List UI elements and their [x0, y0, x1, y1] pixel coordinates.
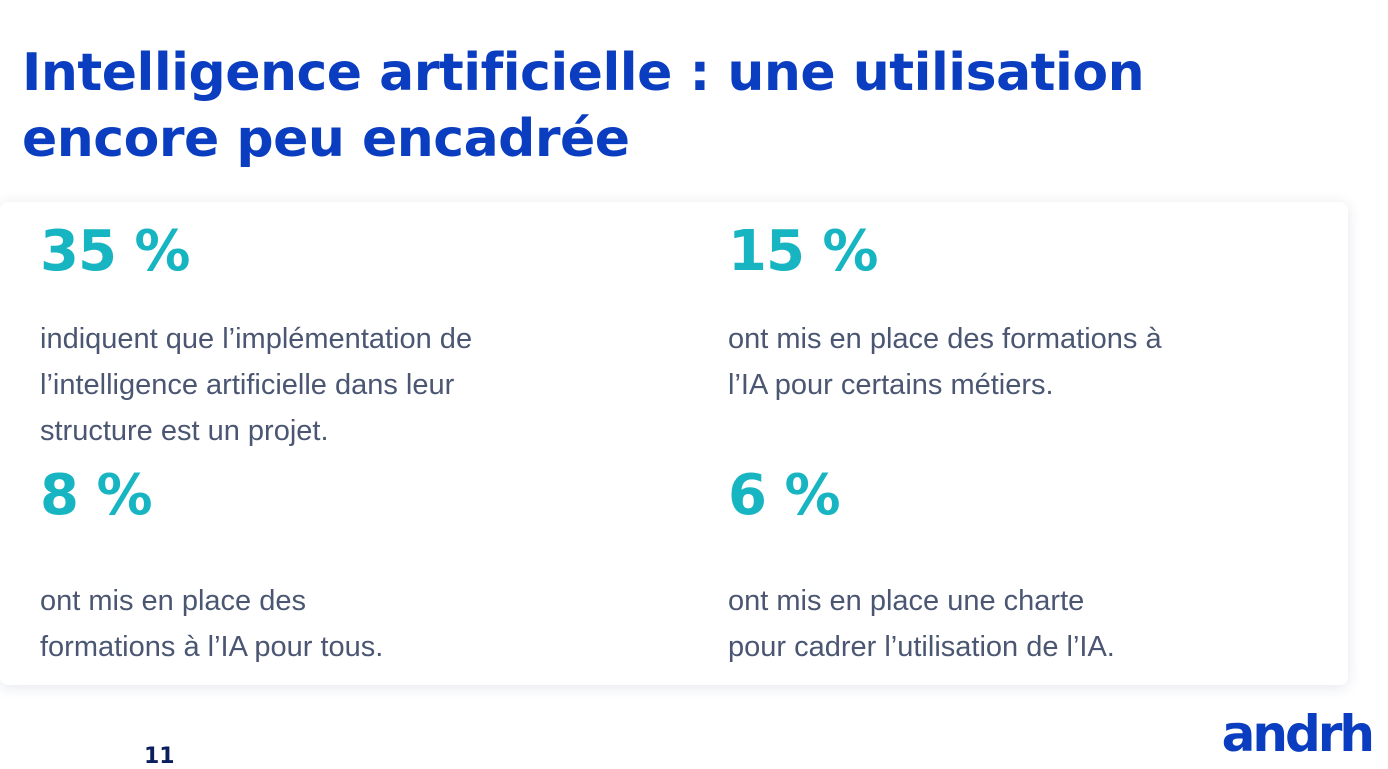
stat-description: ont mis en place une charte pour cadrer l…: [728, 578, 1115, 670]
stat-description: ont mis en place des formations à l’IA po…: [40, 578, 383, 670]
title-line: Intelligence artificielle : une utilisat…: [22, 43, 1145, 103]
stat-block: 35 % indiquent que l’implémentation de l’i…: [40, 220, 472, 454]
description-line: l’IA pour certains métiers.: [728, 369, 1054, 401]
stat-description: ont mis en place des formations à l’IA po…: [728, 316, 1162, 408]
description-line: l’intelligence artificielle dans leur: [40, 369, 455, 401]
page-number: 11: [144, 744, 175, 769]
stat-value: 8 %: [40, 463, 153, 528]
title-line: encore peu encadrée: [22, 109, 630, 169]
description-line: indiquent que l’implémentation de: [40, 323, 473, 355]
description-line: formations à l’IA pour tous.: [40, 631, 384, 663]
description-line: ont mis en place des: [40, 585, 306, 617]
stat-block: 15 % ont mis en place des formations à l’I…: [728, 220, 1162, 408]
stat-value: 35 %: [40, 219, 191, 284]
stats-card: 35 % indiquent que l’implémentation de l’i…: [0, 202, 1348, 685]
description-line: structure est un projet.: [40, 415, 329, 447]
stat-block: 6 % ont mis en place une charte pour cadre…: [728, 464, 1115, 670]
stat-value: 15 %: [728, 219, 879, 284]
logo: andrh: [1221, 705, 1375, 763]
stat-value: 6 %: [728, 463, 841, 528]
description-line: ont mis en place une charte: [728, 585, 1085, 617]
description-line: ont mis en place des formations à: [728, 323, 1162, 355]
description-line: pour cadrer l’utilisation de l’IA.: [728, 631, 1115, 663]
stat-description: indiquent que l’implémentation de l’intel…: [40, 316, 472, 454]
stat-block: 8 % ont mis en place des formations à l’IA…: [40, 464, 383, 670]
slide-title: Intelligence artificielle : une utilisat…: [22, 40, 1145, 172]
